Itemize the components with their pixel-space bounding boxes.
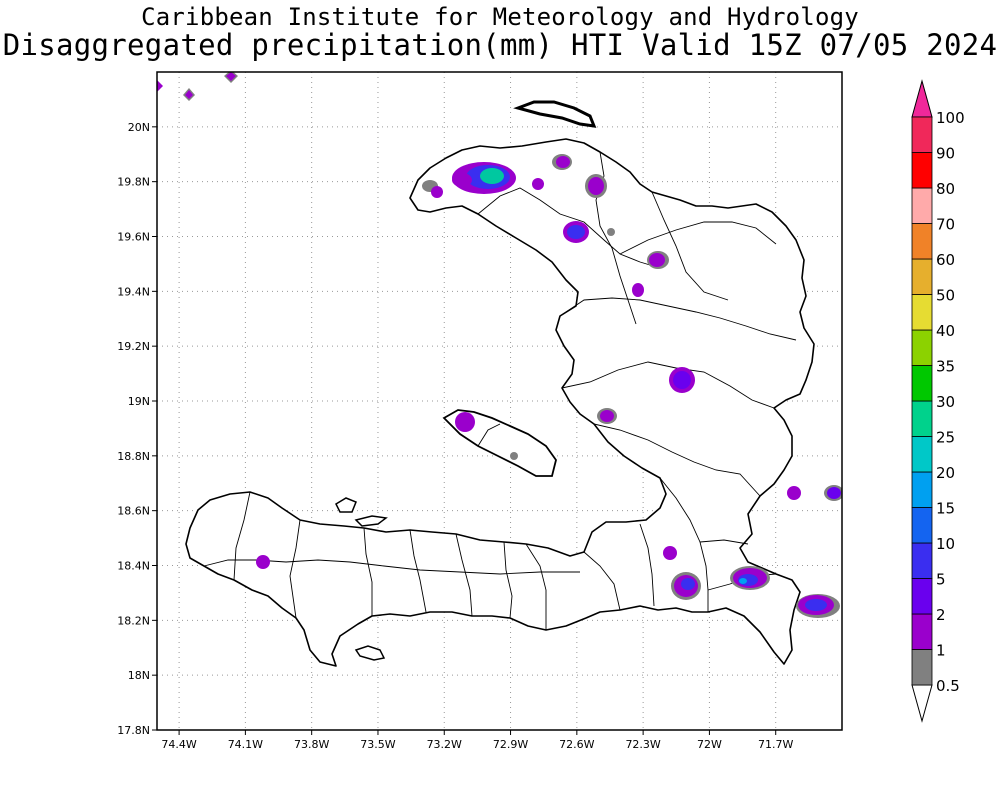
lon-label: 74.4W — [161, 738, 196, 751]
legend-level-label: 30 — [936, 393, 955, 411]
lat-label: 18N — [128, 669, 150, 682]
legend-swatch — [911, 223, 933, 260]
internal-boundaries — [203, 151, 797, 630]
legend-swatch — [911, 152, 933, 189]
title-line-1: Caribbean Institute for Meteorology and … — [141, 3, 859, 31]
legend-swatch — [911, 400, 933, 437]
lon-label: 73.2W — [427, 738, 462, 751]
precip-cell-central — [455, 367, 695, 432]
lat-label: 19.6N — [117, 231, 150, 244]
lon-label: 73.5W — [360, 738, 395, 751]
tortuga-island — [513, 100, 597, 128]
legend-level-label: 80 — [936, 180, 955, 198]
latitude-axis-labels: 20N 19.8N 19.6N 19.4N 19.2N 19N 18.8N 18.6N 18.4… — [117, 121, 157, 737]
legend-swatch — [911, 578, 933, 615]
legend-level-label: 70 — [936, 216, 955, 234]
lon-label: 73.8W — [294, 738, 329, 751]
lon-label: 72.9W — [493, 738, 528, 751]
lon-label: 72W — [697, 738, 722, 751]
legend-level-label: 50 — [936, 287, 955, 305]
legend-swatch — [911, 294, 933, 331]
legend-level-label: 15 — [936, 500, 955, 518]
legend-level-label: 5 — [936, 571, 946, 589]
longitude-axis-labels: 74.4W 74.1W 73.8W 73.5W 73.2W 72.9W 72.6W 72.3W… — [161, 730, 794, 751]
legend-level-label: 60 — [936, 251, 955, 269]
legend-swatch — [911, 436, 933, 473]
small-island-north-coast — [354, 515, 388, 527]
legend-swatch — [911, 116, 933, 153]
lat-label: 18.6N — [117, 505, 150, 518]
lat-label: 19.4N — [117, 285, 150, 298]
legend-level-label: 0.5 — [936, 677, 960, 695]
lat-label: 19.2N — [117, 340, 150, 353]
precip-cell-northwest — [422, 162, 516, 198]
precip-cell-cuba-tip — [157, 72, 238, 101]
lat-label: 19N — [128, 395, 150, 408]
lat-label: 19.8N — [117, 176, 150, 189]
lon-label: 74.1W — [228, 738, 263, 751]
legend-swatch — [911, 258, 933, 295]
title-line-2: Disaggregated precipitation(mm) HTI Vali… — [2, 28, 998, 62]
legend-level-label: 2 — [936, 606, 946, 624]
legend-swatch — [911, 471, 933, 508]
precipitation-layer — [157, 72, 842, 618]
lon-label: 71.7W — [758, 738, 793, 751]
lat-label: 18.4N — [117, 560, 150, 573]
haiti-mainland — [185, 138, 815, 667]
lat-label: 18.8N — [117, 450, 150, 463]
legend-swatch — [911, 329, 933, 366]
precip-cell-east — [256, 452, 842, 618]
legend-level-label: 40 — [936, 322, 955, 340]
legend-swatch — [911, 507, 933, 544]
legend-arrow-top — [911, 79, 933, 118]
legend-swatch — [911, 649, 933, 686]
legend-swatch — [911, 542, 933, 579]
legend-level-label: 35 — [936, 358, 955, 376]
land-layer — [185, 100, 815, 667]
legend-level-label: 100 — [936, 109, 965, 127]
lat-label: 17.8N — [117, 724, 150, 737]
lon-label: 72.6W — [559, 738, 594, 751]
legend-swatch — [911, 613, 933, 650]
lat-label: 20N — [128, 121, 150, 134]
legend-swatch — [911, 187, 933, 224]
lat-label: 18.2N — [117, 614, 150, 627]
lon-label: 72.3W — [625, 738, 660, 751]
legend-swatch — [911, 365, 933, 402]
legend-level-label: 90 — [936, 145, 955, 163]
cayemites-island — [335, 497, 357, 513]
legend-level-label: 1 — [936, 642, 946, 660]
legend-level-label: 20 — [936, 464, 955, 482]
legend-arrow-bottom — [911, 684, 933, 723]
legend-level-label: 10 — [936, 535, 955, 553]
ile-a-vache — [354, 645, 386, 661]
legend-level-label: 25 — [936, 429, 955, 447]
precip-cell-north-1 — [532, 154, 669, 297]
